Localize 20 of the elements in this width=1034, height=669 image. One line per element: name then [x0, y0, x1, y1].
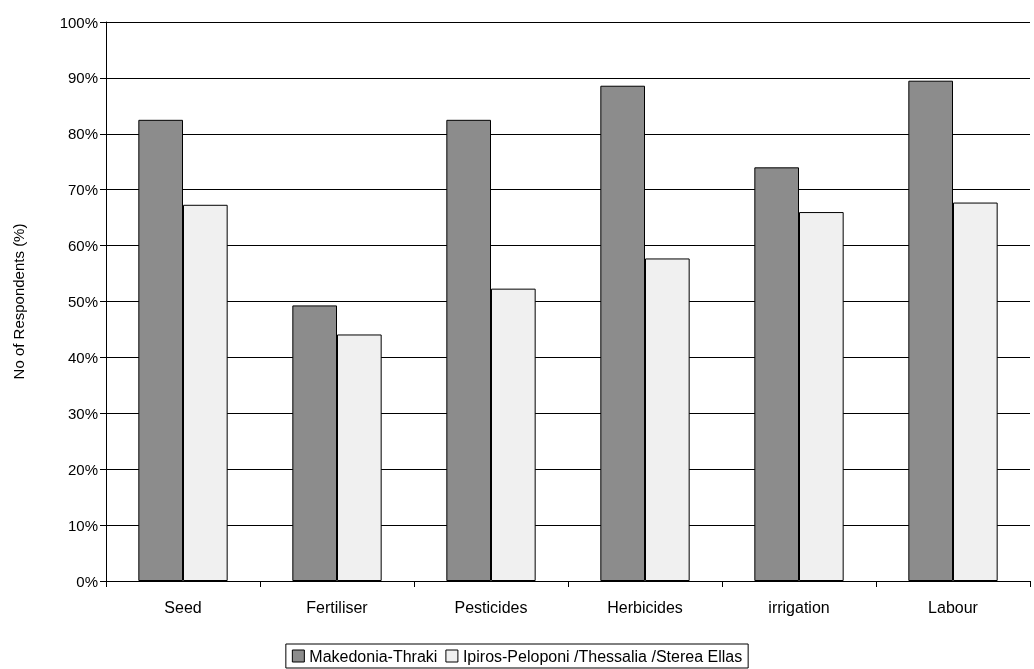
x-tick-label: Seed — [164, 598, 202, 616]
legend-label: Ipiros-Peloponi /Thessalia /Sterea Ellas — [462, 647, 743, 665]
y-tick-label: 100% — [59, 13, 98, 31]
legend-label: Makedonia-Thraki — [309, 647, 438, 665]
y-tick-label: 0% — [76, 572, 98, 590]
y-tick-label: 30% — [67, 404, 98, 422]
y-tick-label: 80% — [67, 125, 98, 143]
x-tick-label: Fertiliser — [306, 598, 369, 616]
y-tick-label: 50% — [67, 293, 98, 310]
y-tick-label: 70% — [67, 181, 98, 199]
y-tick-label: 90% — [67, 69, 98, 87]
y-tick-label: 60% — [67, 237, 98, 255]
y-axis-title: No of Respondents (%) — [10, 223, 27, 380]
x-tick-label: Pesticides — [454, 598, 528, 616]
y-tick-label: 20% — [67, 460, 98, 478]
x-tick-label: Herbicides — [607, 598, 683, 616]
y-tick-label: 40% — [67, 348, 98, 366]
y-tick-label: 10% — [67, 516, 98, 534]
x-tick-label: Labour — [928, 598, 979, 616]
x-tick-label: irrigation — [768, 598, 830, 616]
